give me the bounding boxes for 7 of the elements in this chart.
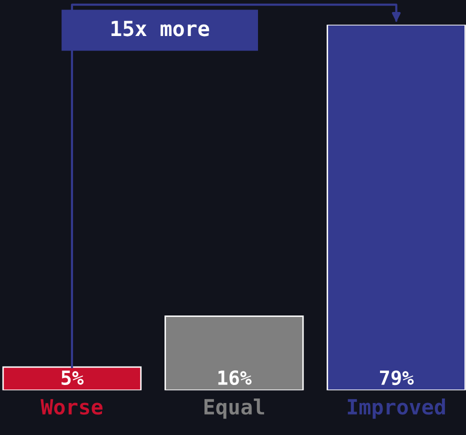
data-label: 79% (380, 370, 414, 386)
x-tick-label: Equal (204, 398, 264, 419)
data-label: 5% (62, 370, 84, 386)
annotation: 15x more (112, 20, 210, 36)
x-tick-label: Worse (40, 399, 102, 415)
x-tick-label: Improved (348, 398, 445, 419)
data-label: 16% (218, 370, 252, 386)
